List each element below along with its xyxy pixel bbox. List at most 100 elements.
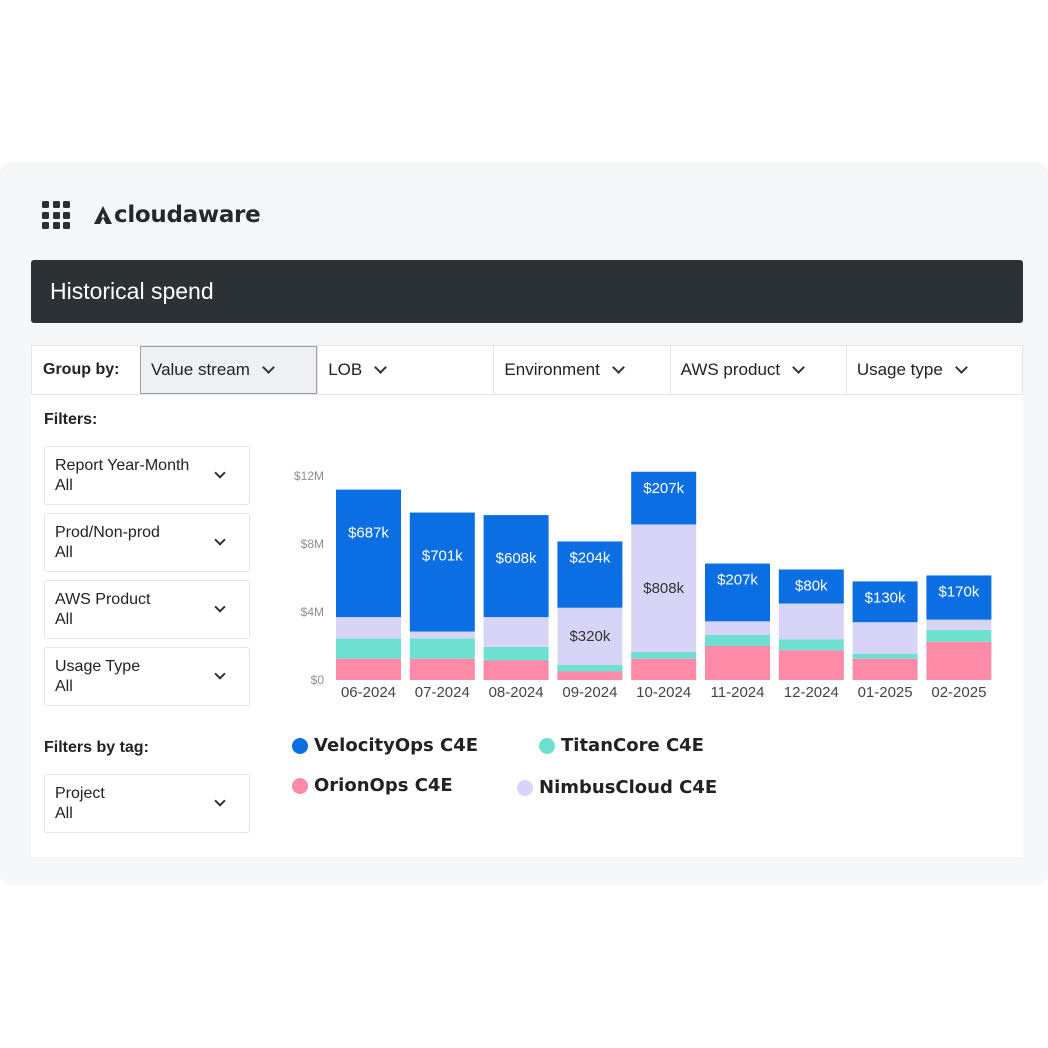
y-tick-label: $0 [311,673,325,687]
filters-label: Filters: [44,411,98,428]
apps-grid-icon[interactable] [42,201,70,229]
bar-segment-titancore-c4e [557,664,623,672]
bar-segment-velocityops-c4e [483,515,549,618]
bar-segment-nimbuscloud-c4e [631,524,697,652]
chevron-down-icon [262,361,275,374]
filter-title: Project [55,785,105,802]
page-header: Historical spend [31,260,1023,323]
legend-dot [292,737,308,754]
bar-segment-nimbuscloud-c4e [926,619,992,630]
data-label: $701k [422,548,463,565]
bar-segment-orionops-c4e [631,658,697,680]
filter-value: All [55,805,73,822]
group-by-lob[interactable]: LOB [317,346,494,394]
filter-tag-project[interactable]: Project All [44,774,250,833]
group-by-option-label: AWS product [680,360,781,379]
bar-segment-orionops-c4e [705,646,770,680]
filter-report-year-month[interactable]: Report Year-Month All [44,446,250,505]
bar-segment-nimbuscloud-c4e [409,631,475,639]
bar-segment-nimbuscloud-c4e [483,617,549,647]
filter-usage-type[interactable]: Usage Type All [44,647,250,706]
cloudaware-logo-icon [94,206,112,224]
x-tick-label: 02-2025 [931,684,986,701]
filter-title: Report Year-Month [55,457,190,474]
chevron-down-icon [792,361,806,374]
brand-logo[interactable]: cloudaware [93,202,261,228]
bar-segment-nimbuscloud-c4e [852,622,918,654]
x-tick-label: 09-2024 [562,684,617,701]
x-tick-label: 06-2024 [341,684,396,701]
bar-segment-orionops-c4e [852,658,918,680]
x-tick-label: 10-2024 [636,684,691,701]
bar-segment-velocityops-c4e [336,489,401,618]
legend-item: NimbusCloud C4E [517,777,717,798]
page-title: Historical spend [50,278,214,304]
chevron-down-icon [954,361,968,374]
legend-item: TitanCore C4E [539,735,704,756]
filter-prod-non-prod[interactable]: Prod/Non-prod All [44,513,250,572]
data-label: $130k [865,589,906,606]
filter-title: Prod/Non-prod [55,524,160,541]
top-bar: cloudaware [42,200,261,230]
data-label: $207k [717,572,758,589]
bar-segment-orionops-c4e [926,641,992,680]
bar-segment-velocityops-c4e [926,575,992,620]
group-by-option-label: Value stream [151,360,250,379]
filter-value: All [55,477,73,494]
bar-segment-titancore-c4e [409,638,475,659]
group-by-bar: Group by: Value stream LOB Environment A… [31,345,1023,395]
bar-segment-velocityops-c4e [778,569,844,604]
x-tick-label: 08-2024 [489,684,544,701]
bar-segment-orionops-c4e [483,660,549,680]
filter-aws-product[interactable]: AWS Product All [44,580,250,639]
x-tick-label: 11-2024 [711,684,765,701]
group-by-option-label: LOB [328,360,363,379]
bar-segment-velocityops-c4e [631,471,697,525]
x-tick-label: 12-2024 [784,684,839,701]
data-label: $320k [569,628,610,645]
group-by-option-label: Usage type [856,360,943,379]
legend-label: OrionOps C4E [314,775,453,796]
data-label: $204k [569,549,610,566]
x-tick-label: 07-2024 [415,684,470,701]
historical-spend-chart: $12M $8M $4M $0 06-2024 07-2024 08-2024 09-2024… [294,469,992,701]
legend-item: VelocityOps C4E [292,735,478,756]
bar-segment-orionops-c4e [336,658,401,680]
brand-name: cloudaware [114,202,261,228]
legend-label: TitanCore C4E [561,735,704,756]
legend-dot [517,779,533,796]
group-by-value-stream[interactable]: Value stream [140,346,318,394]
bar-segment-velocityops-c4e [409,512,475,632]
bar-segment-velocityops-c4e [852,581,918,623]
y-tick-label: $12M [294,469,324,483]
bar-segment-titancore-c4e [705,634,770,646]
bar-segment-orionops-c4e [557,671,623,680]
group-by-usage-type[interactable]: Usage type [845,346,1023,394]
data-label: $608k [496,550,537,567]
legend-dot [292,777,308,794]
group-by-option-label: Environment [504,360,600,379]
bar-segment-titancore-c4e [926,629,992,642]
group-by-label: Group by: [43,361,120,378]
bar-segment-velocityops-c4e [557,541,623,608]
chevron-down-icon [611,361,625,374]
data-label: $80k [795,578,828,595]
bar-segment-nimbuscloud-c4e [705,621,770,635]
bar-segment-titancore-c4e [852,653,918,659]
bar-segment-titancore-c4e [483,646,549,661]
data-label: $170k [938,583,979,600]
bar-segment-titancore-c4e [778,639,844,651]
filter-value: All [55,678,73,695]
filter-title: AWS Product [55,591,151,608]
group-by-environment[interactable]: Environment [493,346,670,394]
y-tick-label: $4M [301,605,324,619]
chevron-down-icon [374,361,388,374]
filter-value: All [55,544,73,561]
legend-item: OrionOps C4E [292,775,453,796]
x-tick-label: 01-2025 [858,684,913,701]
filter-title: Usage Type [55,658,141,675]
group-by-aws-product[interactable]: AWS product [669,346,846,394]
bar-segment-velocityops-c4e [705,563,770,622]
filters-by-tag-label: Filters by tag: [44,739,149,756]
bar-segment-orionops-c4e [778,650,844,680]
